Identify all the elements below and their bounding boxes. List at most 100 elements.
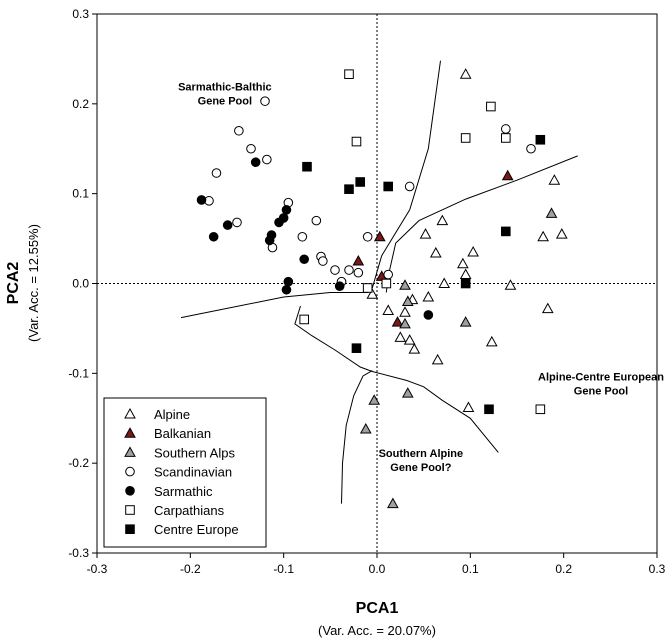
x-tick-label: 0.3 — [649, 562, 666, 576]
scandinavian-point — [311, 215, 322, 226]
legend-marker-alpine — [124, 407, 136, 419]
scandinavian-point — [353, 267, 364, 278]
alpine-point — [408, 343, 421, 354]
legend-label-southern-alps: Southern Alps — [154, 445, 235, 460]
annotation-1: Sarmathic-Balthic Gene Pool — [178, 81, 272, 107]
southern-alps-point — [368, 394, 381, 405]
sarmathic-point — [222, 220, 233, 230]
sarmathic-point — [281, 284, 292, 295]
scandinavian-point — [211, 168, 222, 178]
legend-marker-sarmathic — [125, 486, 135, 496]
carpathians-point — [351, 136, 362, 147]
alpine-point — [366, 288, 379, 299]
annotation-3: Southern Alpine Gene Pool? — [379, 448, 464, 474]
legend-label-centre-europe: Centre Europe — [154, 522, 239, 537]
series-scandinavian — [204, 96, 536, 287]
scandinavian-point — [234, 125, 244, 136]
y-tick-label: 0.1 — [72, 187, 89, 201]
legend-label-sarmathic: Sarmathic — [154, 484, 213, 499]
scandinavian-point — [246, 143, 256, 154]
boundary-line-4 — [341, 370, 373, 504]
scandinavian-point — [297, 231, 308, 242]
carpathians-point — [501, 133, 511, 143]
southern-alps-point — [401, 295, 414, 306]
x-tick-label: 0.1 — [462, 562, 479, 576]
sarmathic-point — [264, 235, 275, 246]
alpine-point — [419, 228, 432, 239]
centre-europe-point — [344, 184, 354, 194]
sarmathic-point — [274, 217, 284, 228]
scandinavian-point — [318, 256, 328, 266]
alpine-point — [485, 335, 498, 347]
sarmathic-point — [423, 310, 434, 320]
southern-alps-point — [359, 423, 372, 434]
alpine-point — [399, 306, 411, 317]
scandinavian-point — [330, 265, 340, 275]
series-alpine — [366, 68, 568, 412]
legend-label-carpathians: Carpathians — [154, 503, 225, 518]
alpine-point — [548, 174, 561, 185]
zero-guides — [97, 14, 657, 553]
alpine-point — [422, 290, 435, 302]
alpine-point — [459, 68, 472, 79]
alpine-point — [436, 214, 449, 226]
balkanian-point — [391, 316, 404, 327]
centre-europe-point — [484, 404, 494, 415]
scandinavian-point — [526, 143, 536, 154]
legend-marker-scandinavian — [125, 466, 135, 477]
scandinavian-point — [501, 124, 511, 134]
southern-alps-point — [387, 497, 399, 509]
series-sarmathic — [196, 157, 434, 320]
scandinavian-point — [262, 154, 272, 165]
legend-marker-southern-alps — [124, 446, 136, 457]
centre-europe-point — [383, 181, 393, 192]
x-axis-subtitle: (Var. Acc. = 20.07%) — [318, 623, 436, 638]
legend-label-balkanian: Balkanian — [154, 426, 211, 441]
alpine-point — [537, 230, 549, 242]
scandinavian-point — [344, 265, 354, 275]
annotations: Sarmathic-Balthic Gene Pool Alpine-Centre … — [178, 81, 664, 474]
legend-marker-centre-europe — [125, 524, 135, 535]
x-tick-label: -0.3 — [87, 562, 108, 576]
alpine-point — [457, 257, 469, 269]
x-tick-label: -0.2 — [180, 562, 201, 576]
x-tick-label: -0.1 — [273, 562, 294, 576]
x-tick-label: 0.2 — [555, 562, 572, 576]
balkanian-point — [352, 255, 365, 266]
y-tick-label: -0.1 — [68, 366, 89, 380]
y-tick-label: -0.3 — [68, 546, 89, 560]
balkanian-point — [501, 169, 514, 181]
carpathians-point — [460, 133, 471, 143]
sarmathic-point — [196, 195, 207, 205]
carpathians-point — [362, 283, 373, 293]
alpine-point — [382, 304, 395, 315]
carpathians-point — [344, 69, 354, 79]
southern-alps-point — [459, 316, 472, 327]
alpine-point — [459, 268, 472, 280]
legend-marker-balkanian — [124, 427, 136, 438]
carpathians-point — [486, 101, 496, 112]
y-tick-label: 0.0 — [72, 277, 89, 291]
boundary-line-3 — [294, 305, 499, 453]
legend-label-scandinavian: Scandinavian — [154, 465, 232, 480]
carpathians-point — [299, 314, 309, 325]
southern-alps-point — [399, 317, 411, 329]
alpine-point — [431, 353, 444, 365]
alpine-point — [438, 277, 451, 288]
carpathians-point — [535, 404, 546, 415]
scandinavian-point — [260, 96, 270, 106]
legend-label-alpine: Alpine — [154, 407, 190, 422]
legend-marker-carpathians — [125, 505, 135, 515]
scandinavian-point — [362, 231, 373, 242]
alpine-point — [394, 331, 407, 342]
y-axis-title: PCA2 — [5, 262, 22, 305]
alpine-point — [429, 246, 442, 258]
series-carpathians — [299, 69, 546, 415]
x-tick-label: 0.0 — [369, 562, 386, 576]
legend: Alpine Balkanian Southern Alps Scandinavian… — [103, 397, 267, 548]
data-points — [196, 68, 568, 509]
centre-europe-point — [460, 278, 471, 289]
sarmathic-point — [250, 157, 261, 168]
centre-europe-point — [355, 177, 365, 187]
